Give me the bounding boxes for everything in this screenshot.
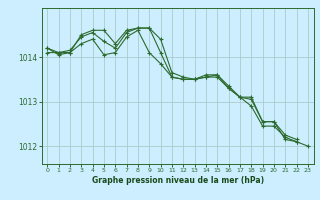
X-axis label: Graphe pression niveau de la mer (hPa): Graphe pression niveau de la mer (hPa) [92,176,264,185]
